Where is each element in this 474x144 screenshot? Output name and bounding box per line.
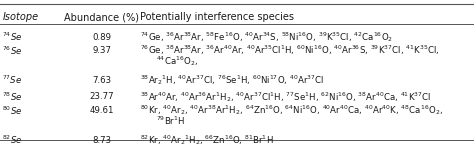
Text: $^{78}$Se: $^{78}$Se xyxy=(2,91,23,103)
Text: $^{38}$Ar$_2$$^{1}$H, $^{40}$Ar$^{37}$Cl, $^{76}$Se$^{1}$H, $^{60}$Ni$^{17}$O, $: $^{38}$Ar$_2$$^{1}$H, $^{40}$Ar$^{37}$Cl… xyxy=(140,73,324,87)
Text: 0.89: 0.89 xyxy=(92,33,111,42)
Text: $^{76}$Se: $^{76}$Se xyxy=(2,44,23,57)
Text: 23.77: 23.77 xyxy=(90,92,114,101)
Text: $^{74}$Ge, $^{36}$Ar$^{38}$Ar, $^{58}$Fe$^{16}$O, $^{40}$Ar$^{34}$S, $^{58}$Ni$^: $^{74}$Ge, $^{36}$Ar$^{38}$Ar, $^{58}$Fe… xyxy=(140,30,393,44)
Text: 7.63: 7.63 xyxy=(92,76,111,85)
Text: $^{82}$Kr, $^{40}$Ar$_2$$^{1}$H$_2$, $^{66}$Zn$^{16}$O, $^{81}$Br$^{1}$H: $^{82}$Kr, $^{40}$Ar$_2$$^{1}$H$_2$, $^{… xyxy=(140,133,273,144)
Text: 49.61: 49.61 xyxy=(90,106,114,115)
Text: 8.73: 8.73 xyxy=(92,136,111,144)
Text: $^{76}$Ge, $^{38}$Ar$^{38}$Ar, $^{36}$Ar$^{40}$Ar, $^{40}$Ar$^{35}$Cl$^{1}$H, $^: $^{76}$Ge, $^{38}$Ar$^{38}$Ar, $^{36}$Ar… xyxy=(140,44,439,57)
Text: $^{82}$Se: $^{82}$Se xyxy=(2,134,23,144)
Text: $^{80}$Se: $^{80}$Se xyxy=(2,104,23,116)
Text: Abundance (%): Abundance (%) xyxy=(64,12,139,22)
Text: Potentially interference species: Potentially interference species xyxy=(140,12,294,22)
Text: $^{74}$Se: $^{74}$Se xyxy=(2,31,23,43)
Text: $^{79}$Br$^{1}$H: $^{79}$Br$^{1}$H xyxy=(156,114,186,127)
Text: Isotope: Isotope xyxy=(2,12,38,22)
Text: $^{38}$Ar$^{40}$Ar, $^{40}$Ar$^{36}$Ar$^{1}$H$_2$, $^{40}$Ar$^{37}$Cl$^{1}$H, $^: $^{38}$Ar$^{40}$Ar, $^{40}$Ar$^{36}$Ar$^… xyxy=(140,90,431,104)
Text: $^{44}$Ca$^{16}$O$_2$,: $^{44}$Ca$^{16}$O$_2$, xyxy=(156,54,199,68)
Text: 9.37: 9.37 xyxy=(92,46,111,55)
Text: $^{80}$Kr, $^{40}$Ar$_2$, $^{40}$Ar$^{38}$Ar$^{1}$H$_2$, $^{64}$Zn$^{16}$O, $^{6: $^{80}$Kr, $^{40}$Ar$_2$, $^{40}$Ar$^{38… xyxy=(140,103,443,117)
Text: $^{77}$Se: $^{77}$Se xyxy=(2,74,23,87)
